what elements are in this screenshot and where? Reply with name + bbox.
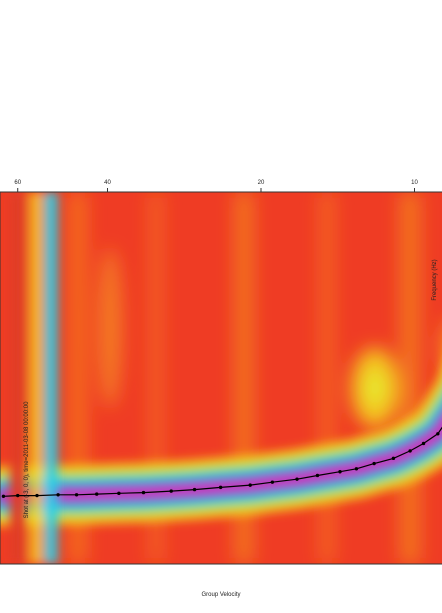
data-point: [169, 489, 173, 493]
data-point: [391, 456, 396, 461]
data-point: [372, 461, 376, 466]
data-point: [295, 477, 299, 481]
data-point: [248, 483, 252, 487]
heatmap-field: [0, 192, 442, 564]
x-tick: 40: [104, 180, 112, 192]
data-point: [338, 470, 342, 474]
data-point: [192, 487, 197, 492]
x-tick: 10: [411, 180, 418, 192]
axes: [0, 191, 442, 565]
data-point: [56, 493, 60, 497]
x-tick: 20: [258, 180, 265, 192]
data-point: [408, 449, 412, 453]
data-point: [117, 491, 121, 496]
data-point: [218, 485, 223, 490]
chart-title: Shot at (-3, 0, 0), time=2011-03-08 00:0…: [24, 401, 30, 518]
y-axis-label: Group Velocity: [201, 592, 240, 598]
x-axis-ticks: 6810204060: [14, 180, 418, 192]
series-line: [3, 325, 442, 497]
data-point: [354, 467, 359, 471]
data-point: [74, 493, 79, 497]
x-axis-label: Frequency (Hz): [432, 259, 438, 300]
x-tick-label: 10: [411, 180, 418, 186]
data-point: [141, 490, 146, 495]
data-point: [95, 492, 99, 496]
data-point: [35, 493, 39, 498]
x-tick-label: 40: [104, 180, 111, 186]
data-point: [1, 494, 6, 498]
data-point: [421, 441, 426, 446]
x-tick-label: 60: [14, 180, 21, 186]
x-tick-label: 20: [258, 180, 265, 186]
dispersion-curve: [1, 325, 442, 498]
x-tick: 60: [14, 180, 22, 192]
data-point: [436, 432, 440, 436]
data-point: [315, 473, 320, 478]
data-point: [16, 493, 20, 498]
data-point: [270, 480, 275, 484]
